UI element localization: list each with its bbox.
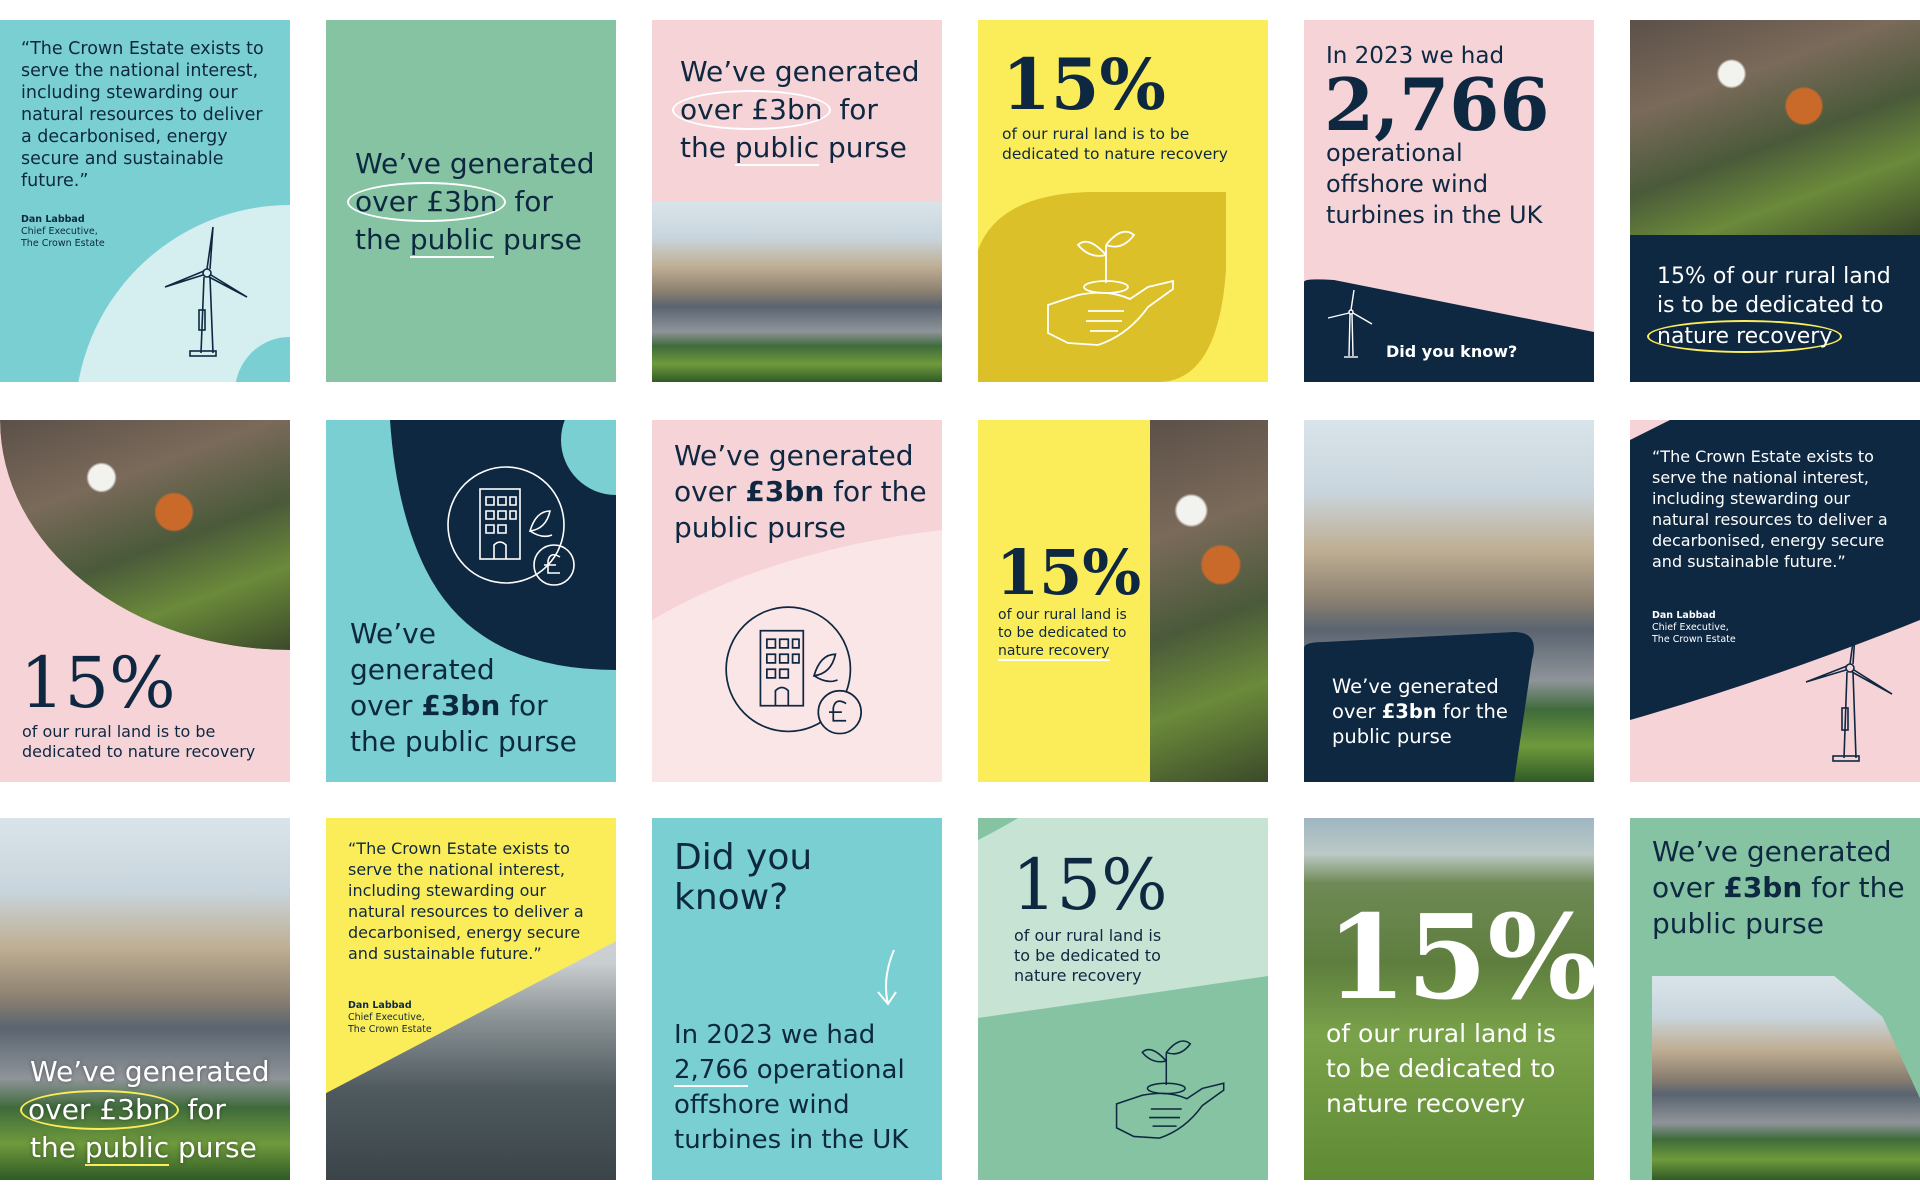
generated-headline: We’ve generated over £3bn for the public… (20, 1054, 270, 1166)
did-you-know-heading: Did you know? (674, 837, 813, 918)
quote-attribution: Dan Labbad Chief Executive, The Crown Esta… (348, 1000, 432, 1035)
quote-text: “The Crown Estate exists to serve the na… (348, 839, 584, 963)
generated-tile-photo-navy: We’ve generated over £3bn for the public… (1304, 420, 1594, 782)
quote-tile-teal: “The Crown Estate exists to serve the na… (0, 20, 290, 382)
generated-headline: We’ve generated over £3bn for the public… (1652, 835, 1905, 940)
decor-shapes (978, 818, 1268, 1180)
wind-turbine-icon (1327, 290, 1373, 358)
generated-tile-green: We’ve generated over £3bn for the public… (326, 20, 616, 382)
building-pound-icon (725, 606, 862, 735)
turbines-caption: operational offshore wind turbines in the … (1326, 139, 1543, 229)
decor-shapes (652, 530, 942, 782)
decor-shapes (1304, 279, 1594, 382)
plant-in-hand-icon (1047, 230, 1174, 346)
nature-tile-field-photo: 15% of our rural land is to be dedicated … (1304, 818, 1594, 1180)
generated-tile-pink-photo: We’ve generated over £3bn for the public… (652, 20, 942, 382)
generated-tile-green-photo: We’ve generated over £3bn for the public… (1630, 818, 1920, 1180)
generated-tile-photo-white: We’ve generated over £3bn for the public… (0, 818, 290, 1180)
turbines-tile-pink: In 2023 we had 2,766 operational offshore… (1304, 20, 1594, 382)
generated-headline: We’ve generated over £3bn for the public… (674, 439, 927, 544)
generated-headline: We’ve generated over £3bn for the public… (672, 54, 930, 166)
nature-percentage: 15% (996, 536, 1142, 609)
nature-tile-yellow-photo: 15% of our rural land is to be dedicated … (978, 420, 1268, 782)
nature-tile-yellow: 15% of our rural land is to be dedicated … (978, 20, 1268, 382)
quote-text: “The Crown Estate exists to serve the na… (21, 39, 264, 191)
generated-tile-teal: We’ve generated over £3bn for the public … (326, 420, 616, 782)
decor-shapes (390, 420, 616, 670)
generated-headline: We’ve generated over £3bn for the public… (347, 146, 605, 258)
generated-headline: We’ve generated over £3bn for the public … (350, 617, 577, 758)
nature-caption: of our rural land is to be dedicated to n… (998, 607, 1127, 661)
butterfly-flower-photo (1150, 420, 1268, 782)
nature-percentage: 15% (1012, 844, 1168, 926)
nature-headline: 15% of our rural land is to be dedicated … (1647, 262, 1891, 353)
arrow-down-icon (877, 949, 897, 1006)
nature-caption: of our rural land is to be dedicated to n… (1002, 125, 1228, 163)
butterfly-flower-photo (0, 420, 290, 650)
nature-caption: of our rural land is to be dedicated to n… (22, 722, 256, 761)
did-you-know-label: Did you know? (1386, 342, 1518, 361)
turbines-caption: In 2023 we had 2,766 operational offshor… (674, 1020, 909, 1155)
decor-shapes (78, 205, 290, 382)
countryside-photo (1304, 818, 1594, 1180)
nature-tile-navy-photo: 15% of our rural land is to be dedicated … (1630, 20, 1920, 382)
quote-tile-yellow-photo: “The Crown Estate exists to serve the na… (326, 818, 616, 1180)
decor-shapes (1630, 420, 1920, 782)
generated-tile-pink: We’ve generated over £3bn for the public… (652, 420, 942, 782)
turbines-count: 2,766 (1324, 62, 1550, 147)
wind-turbine-icon (1805, 619, 1893, 762)
building-pound-icon (447, 466, 575, 586)
nature-percentage: 15% (1002, 43, 1166, 126)
quote-attribution: Dan Labbad Chief Executive, The Crown Esta… (21, 214, 105, 249)
decor-shapes (978, 192, 1226, 382)
nature-tile-pink-photo: 15% of our rural land is to be dedicated … (0, 420, 290, 782)
wind-turbine-icon (164, 226, 248, 357)
decor-shapes (1304, 632, 1534, 782)
generated-headline: We’ve generated over £3bn for the public… (1332, 675, 1508, 748)
nature-percentage: 15% (20, 642, 176, 724)
nature-caption: of our rural land is to be dedicated to na… (1326, 1019, 1556, 1118)
quote-text: “The Crown Estate exists to serve the na… (1652, 447, 1888, 571)
regent-street-photo (1652, 976, 1920, 1180)
regent-street-photo (652, 202, 942, 382)
butterfly-flower-photo (1630, 20, 1920, 235)
nature-tile-lightgreen: 15% of our rural land is to be dedicated … (978, 818, 1268, 1180)
turbines-tile-teal: Did you know? In 2023 we had 2,766 operat… (652, 818, 942, 1180)
quote-attribution: Dan Labbad Chief Executive, The Crown Esta… (1652, 610, 1736, 645)
quote-tile-navy: “The Crown Estate exists to serve the na… (1630, 420, 1920, 782)
plant-in-hand-icon (1115, 1040, 1225, 1139)
turbines-intro: In 2023 we had (1326, 43, 1505, 69)
nature-percentage: 15% (1326, 890, 1594, 1026)
nature-caption: of our rural land is to be dedicated to na… (1014, 926, 1162, 985)
